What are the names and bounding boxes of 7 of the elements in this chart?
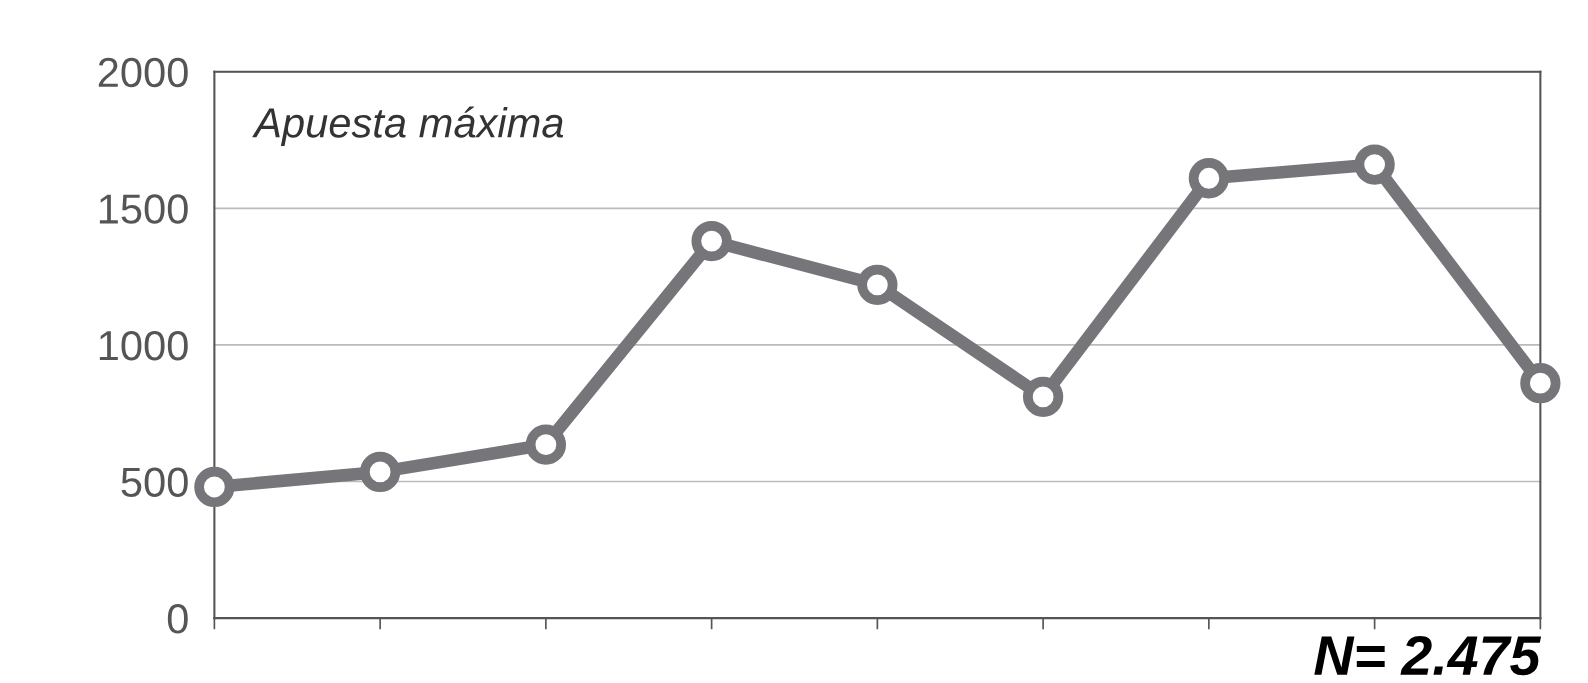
y-tick-label: 1500 [99,194,188,224]
text: N= 2.475 [1314,635,1542,676]
y-tick-label: 0 [167,604,188,634]
y-tick-label: 1000 [99,330,188,361]
y-tick-label: 500 [121,467,188,498]
y-tick-label: 2000 [98,57,188,88]
text: Apuesta máxima [252,106,564,146]
